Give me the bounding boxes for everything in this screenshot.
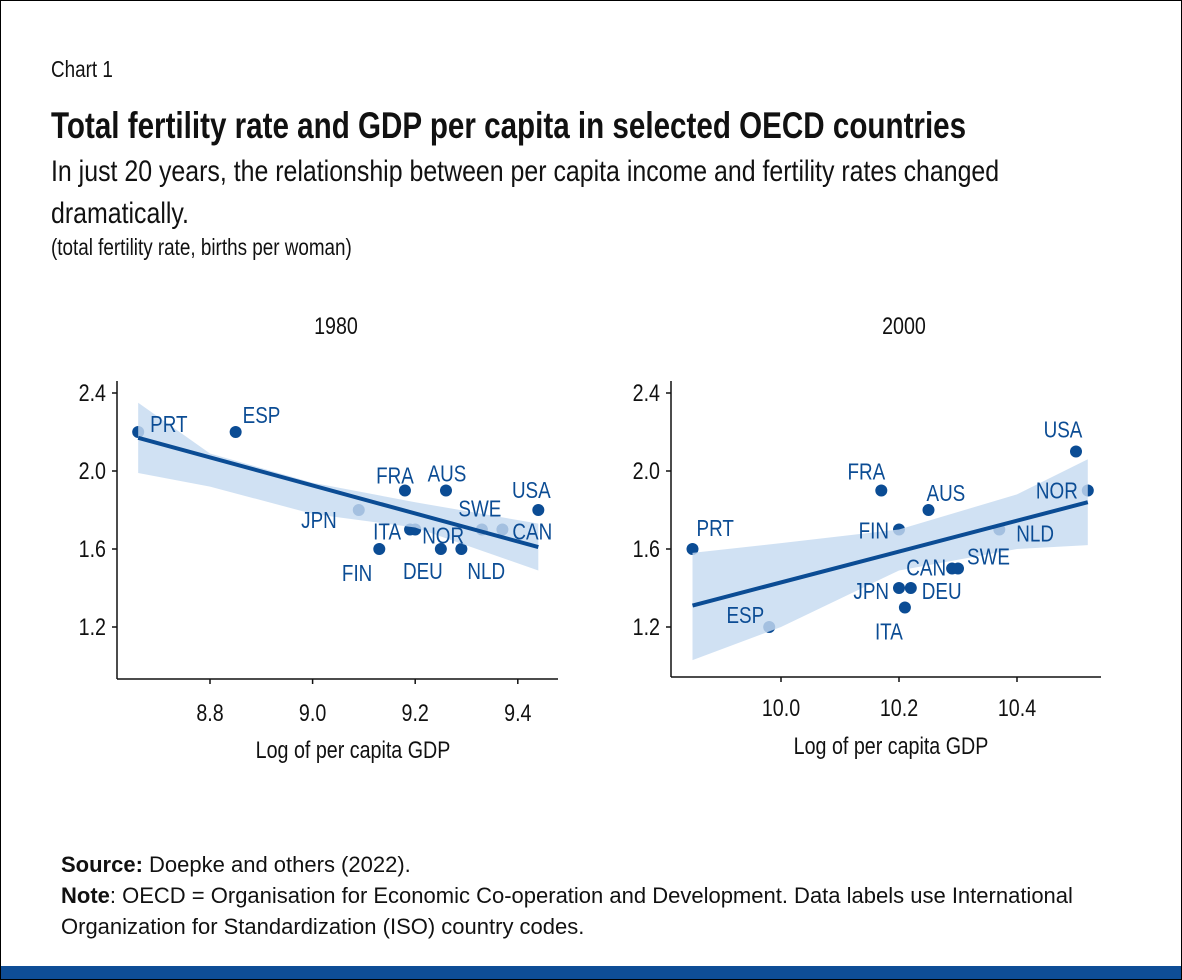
point-label-deu: DEU [922, 579, 962, 604]
regression-line [691, 500, 1089, 608]
point-label-fin: FIN [342, 561, 372, 586]
point-label-swe: SWE [458, 497, 501, 522]
point-label-nor: NOR [422, 524, 464, 549]
point-label-usa: USA [512, 478, 551, 503]
data-point-fin [373, 543, 386, 555]
chart-title: Total fertility rate and GDP per capita … [51, 105, 967, 146]
chart-subtitle: In just 20 years, the relationship betwe… [51, 155, 1000, 230]
panel-title: 2000 [882, 312, 926, 339]
panel-1980: 1980 PRT ESP JPN FRA AUS ITA NOR FIN DEU NLD SWE CAN… [79, 312, 558, 763]
point-label-aus: AUS [927, 481, 966, 506]
y-tick-label: 1.6 [79, 535, 106, 562]
point-label-fra: FRA [376, 464, 414, 489]
point-label-esp: ESP [726, 603, 764, 628]
data-point-swe [952, 562, 964, 575]
data-point-esp [229, 426, 242, 438]
confidence-band [138, 402, 539, 571]
note-label: Note [61, 883, 110, 908]
x-tick-label: 9.4 [504, 699, 531, 726]
data-point-nld [455, 543, 468, 555]
point-label-swe: SWE [967, 545, 1010, 570]
bottom-bar [1, 966, 1181, 979]
data-point-aus [439, 484, 452, 497]
x-tick-label: 10.4 [998, 694, 1036, 721]
x-tick-label: 10.0 [762, 694, 800, 721]
data-point-deu [434, 543, 447, 555]
confidence-band [692, 459, 1088, 661]
chart-number: Chart 1 [51, 56, 113, 82]
data-point-ita [898, 601, 911, 614]
note-text: : OECD = Organisation for Economic Co-op… [61, 883, 1073, 939]
data-point-usa [1070, 445, 1082, 458]
x-tick-label: 10.2 [880, 694, 918, 721]
regression-line [137, 435, 539, 549]
point-label-can: CAN [906, 556, 946, 581]
chart-units: (total fertility rate, births per woman) [51, 234, 352, 260]
point-label-ita: ITA [875, 620, 903, 645]
y-tick-label: 1.6 [633, 535, 660, 562]
data-point-fra [875, 484, 888, 497]
panel-title: 1980 [314, 312, 358, 339]
point-label-deu: DEU [403, 559, 443, 584]
x-tick-label: 8.8 [196, 699, 223, 726]
y-tick-label: 1.2 [633, 613, 660, 640]
x-tick-label: 9.2 [402, 699, 429, 726]
point-label-esp: ESP [243, 403, 281, 428]
data-point-usa [532, 504, 545, 516]
y-tick-label: 2.4 [79, 379, 106, 406]
data-point-fra [398, 484, 411, 497]
point-label-fin: FIN [859, 519, 889, 544]
point-label-prt: PRT [150, 412, 187, 437]
point-label-fra: FRA [847, 460, 885, 485]
x-tick-label: 9.0 [299, 699, 326, 726]
source-line: Source: Doepke and others (2022). [61, 849, 1121, 880]
point-label-usa: USA [1044, 418, 1083, 443]
source-label: Source: [61, 852, 143, 877]
data-point-deu [904, 582, 917, 594]
point-label-aus: AUS [428, 462, 467, 487]
point-label-can: CAN [512, 520, 552, 545]
data-point-prt [686, 543, 699, 555]
chart-footer: Source: Doepke and others (2022). Note: … [61, 849, 1121, 942]
point-label-prt: PRT [697, 516, 734, 541]
point-label-ita: ITA [373, 520, 401, 545]
point-label-nld: NLD [467, 559, 505, 584]
point-label-nor: NOR [1036, 479, 1078, 504]
data-point-aus [922, 504, 935, 516]
y-tick-label: 2.0 [79, 457, 106, 484]
point-label-nld: NLD [1016, 522, 1054, 547]
data-point-jpn [893, 582, 905, 594]
x-axis-label: Log of per capita GDP [256, 736, 451, 763]
point-label-jpn: JPN [301, 508, 337, 533]
source-text: Doepke and others (2022). [142, 852, 411, 877]
note-line: Note: OECD = Organisation for Economic C… [61, 880, 1121, 942]
y-tick-label: 2.4 [633, 379, 660, 406]
y-tick-label: 2.0 [633, 457, 660, 484]
x-axis-label: Log of per capita GDP [794, 732, 989, 759]
point-label-jpn: JPN [853, 579, 889, 604]
y-tick-label: 1.2 [79, 613, 106, 640]
